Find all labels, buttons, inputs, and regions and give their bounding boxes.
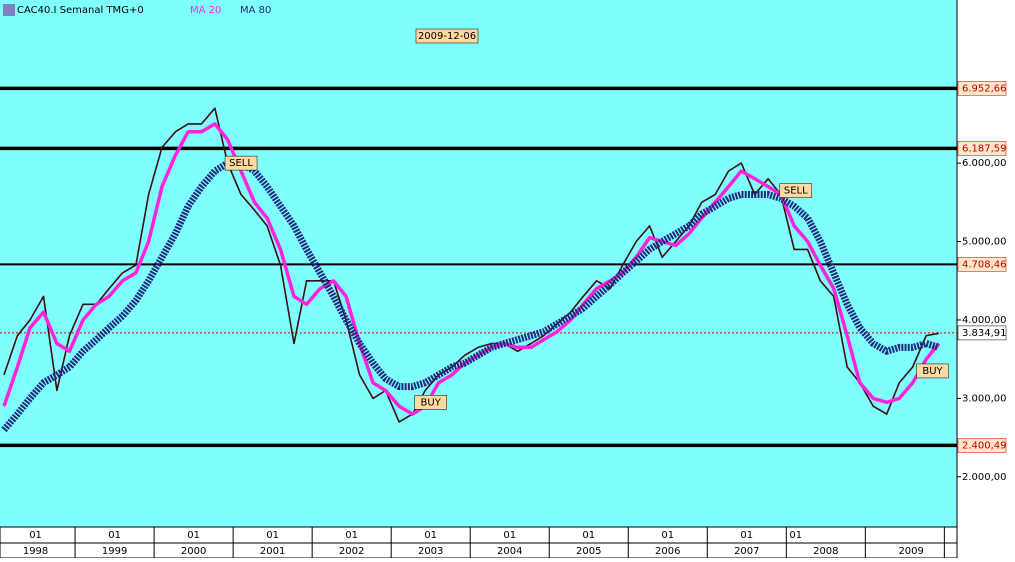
month-label: 01 <box>503 530 516 541</box>
y-tick-label: 6.000,00 <box>962 158 1007 169</box>
year-label: 2002 <box>339 546 364 557</box>
level-box <box>957 141 1007 156</box>
last-label: 3.834,91 <box>962 328 1007 339</box>
level-box <box>957 81 1007 96</box>
month-label: 01 <box>740 530 753 541</box>
annotation-box <box>779 183 813 198</box>
level-label: 4.708,46 <box>962 259 1007 270</box>
month-label: 01 <box>661 530 674 541</box>
month-label: 01 <box>108 530 121 541</box>
year-label: 2006 <box>655 546 680 557</box>
month-label: 01 <box>789 530 802 541</box>
level-label: 6.952,66 <box>962 83 1007 94</box>
year-label: 2008 <box>813 546 838 557</box>
month-label: 01 <box>424 530 437 541</box>
y-tick-label: 2.000,00 <box>962 472 1007 483</box>
annotation: SELL <box>229 158 253 169</box>
annotation-box <box>916 363 949 379</box>
annotation: BUY <box>421 397 442 408</box>
y-tick-label: 5.000,00 <box>962 237 1007 248</box>
year-label: 2007 <box>734 546 759 557</box>
y-tick-label: 3.000,00 <box>962 393 1007 404</box>
year-label: 2001 <box>260 546 285 557</box>
date-box <box>415 28 479 44</box>
month-label: 01 <box>266 530 279 541</box>
year-label: 2004 <box>497 546 522 557</box>
year-label: 1999 <box>102 546 127 557</box>
year-label: 2009 <box>898 546 923 557</box>
level-box <box>957 257 1007 272</box>
month-label: 01 <box>582 530 595 541</box>
month-label: 01 <box>345 530 358 541</box>
year-label: 2000 <box>181 546 206 557</box>
symbol[interactable]: CAC40.I Semanal TMG+0 <box>17 5 144 16</box>
indicator[interactable]: MA 80 <box>240 5 271 16</box>
icon <box>3 4 15 16</box>
year-label: 1998 <box>23 546 48 557</box>
level-label: 2.400,49 <box>962 440 1007 451</box>
year-label: 2005 <box>576 546 601 557</box>
level-box <box>957 438 1007 453</box>
series-line <box>1 159 940 433</box>
annotation-box <box>414 395 447 410</box>
month-label: 01 <box>187 530 200 541</box>
date: 2009-12-06 <box>418 31 476 42</box>
annotation: SELL <box>784 186 808 197</box>
last-box <box>957 325 1007 341</box>
annotation: BUY <box>922 366 943 377</box>
month-label: 01 <box>29 530 42 541</box>
indicator[interactable]: MA 20 <box>190 5 221 16</box>
year-label: 2003 <box>418 546 443 557</box>
y-tick-label: 4.000,00 <box>962 315 1007 326</box>
annotation-box <box>224 155 258 171</box>
level-label: 6.187,59 <box>962 143 1007 154</box>
